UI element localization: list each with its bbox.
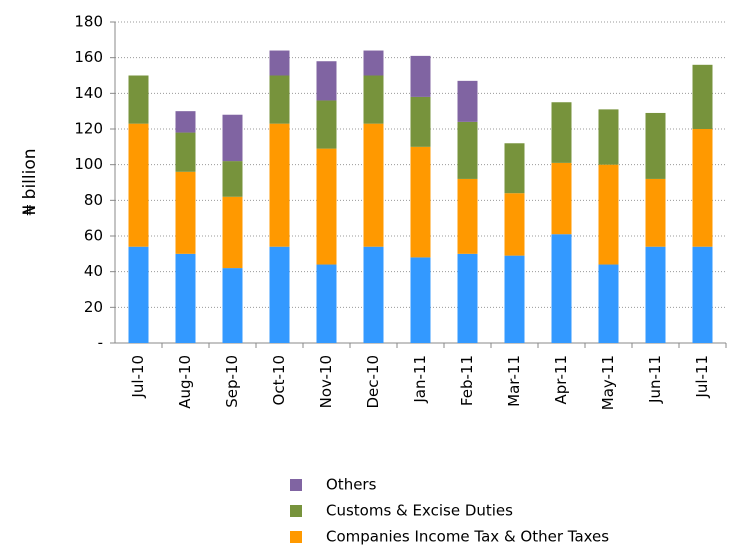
bar-segment <box>457 178 478 254</box>
bar-segment <box>175 132 196 172</box>
x-tick-label: Jul-11 <box>693 355 711 399</box>
legend-swatch <box>290 531 302 543</box>
bar-segment <box>269 75 290 124</box>
bar-segment <box>128 75 149 124</box>
bar-segment <box>551 234 572 343</box>
y-tick-label: 140 <box>74 84 103 102</box>
bar-segment <box>363 75 384 124</box>
bar-segment <box>316 264 337 343</box>
bar-segment <box>504 143 525 194</box>
legend-swatch <box>290 479 302 491</box>
y-tick-label: 60 <box>84 227 103 245</box>
legend-swatch <box>290 505 302 517</box>
y-tick-label: 160 <box>74 48 103 66</box>
bar-segment <box>269 246 290 343</box>
bar-segment <box>457 80 478 122</box>
y-axis-label: ₦ billion <box>20 148 40 215</box>
x-tick-label: Mar-11 <box>505 355 523 407</box>
bar-segment <box>128 123 149 247</box>
x-tick-label: Sep-10 <box>223 355 241 408</box>
x-tick-label: Nov-10 <box>317 355 335 408</box>
x-tick-label: Dec-10 <box>364 355 382 409</box>
x-tick-label: Jan-11 <box>411 355 429 404</box>
y-tick-label: 80 <box>84 191 103 209</box>
bar-segment <box>316 100 337 149</box>
x-tick-label: Oct-10 <box>270 355 288 405</box>
bar-segment <box>410 55 431 97</box>
bar-segment <box>222 161 243 197</box>
bar-segment <box>645 178 666 247</box>
bar-segment <box>222 114 243 162</box>
bar-segment <box>504 193 525 256</box>
bar-segment <box>457 121 478 179</box>
bar-segment <box>692 129 713 247</box>
bar-segment <box>175 111 196 133</box>
bar-segment <box>551 162 572 235</box>
y-tick-label: - <box>98 334 103 352</box>
bar-segment <box>598 164 619 265</box>
x-tick-label: May-11 <box>599 355 617 410</box>
bar-segment <box>175 253 196 343</box>
y-tick-label: 20 <box>84 298 103 316</box>
bar-segment <box>692 64 713 129</box>
bar-segment <box>363 50 384 76</box>
bar-segment <box>363 246 384 343</box>
bar-segment <box>457 253 478 343</box>
bar-segment <box>410 257 431 343</box>
bar-segment <box>410 146 431 258</box>
y-tick-label: 180 <box>74 13 103 31</box>
bar-segment <box>504 255 525 343</box>
y-tick-label: 40 <box>84 262 103 280</box>
bar-segment <box>410 96 431 147</box>
bar-segment <box>175 171 196 254</box>
x-tick-label: Feb-11 <box>458 355 476 406</box>
bar-segment <box>316 148 337 265</box>
bar-segment <box>645 246 666 343</box>
x-tick-label: Jul-10 <box>129 355 147 399</box>
bar-segment <box>645 112 666 179</box>
x-tick-label: Apr-11 <box>552 355 570 405</box>
bar-segment <box>316 61 337 101</box>
bar-segment <box>269 123 290 247</box>
x-tick-label: Jun-11 <box>646 355 664 404</box>
bar-segment <box>551 102 572 163</box>
bar-segment <box>222 196 243 269</box>
legend-label: Companies Income Tax & Other Taxes <box>326 528 609 546</box>
y-tick-label: 100 <box>74 155 103 173</box>
y-tick-label: 120 <box>74 120 103 138</box>
x-tick-label: Aug-10 <box>176 355 194 409</box>
bar-segment <box>222 268 243 343</box>
bar-segment <box>363 123 384 247</box>
bar-segment <box>128 246 149 343</box>
bar-segment <box>692 246 713 343</box>
bar-segment <box>598 109 619 165</box>
bar-segment <box>598 264 619 343</box>
legend-label: Customs & Excise Duties <box>326 502 513 520</box>
legend-label: Others <box>326 476 377 494</box>
bar-segment <box>269 50 290 76</box>
